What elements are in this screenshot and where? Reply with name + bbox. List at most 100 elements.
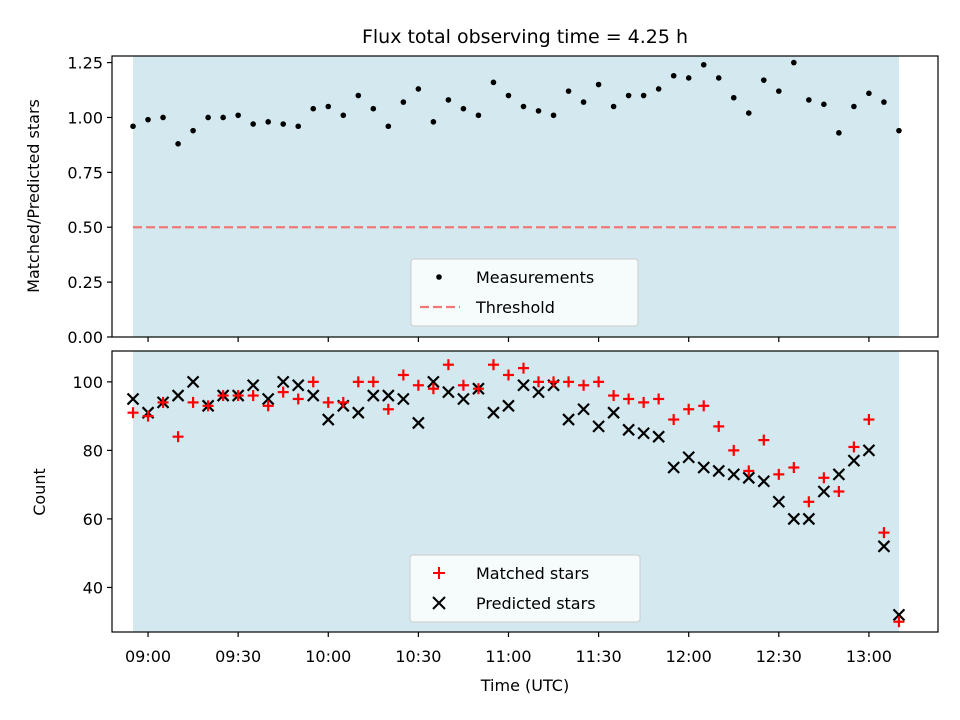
matched-point	[818, 472, 830, 484]
predicted-point	[817, 485, 831, 498]
predicted-point-stroke	[637, 426, 650, 440]
predicted-point	[502, 399, 515, 413]
matched-point	[803, 496, 815, 508]
predicted-point	[697, 461, 710, 474]
predicted-point-stroke	[802, 512, 816, 526]
top-legend-frame	[410, 258, 639, 327]
predicted-point-stroke	[517, 378, 530, 392]
predicted-point	[622, 423, 635, 437]
measurement-point	[715, 75, 722, 81]
measurement-point	[580, 99, 587, 105]
predicted-point-stroke	[412, 416, 425, 430]
predicted-point	[757, 474, 771, 488]
matched-point	[593, 376, 605, 388]
measurement-point	[145, 116, 151, 123]
measurement-point	[745, 110, 752, 116]
predicted-point-stroke	[697, 461, 710, 474]
measurement-point	[430, 119, 437, 125]
legend-marker-predicted	[432, 596, 446, 610]
x-tick-label: 12:30	[756, 647, 802, 666]
predicted-point	[652, 430, 665, 443]
predicted-point-stroke	[592, 420, 605, 433]
measurement-point	[370, 105, 377, 112]
matched-point	[307, 376, 319, 388]
predicted-point-stroke	[712, 464, 726, 478]
top-y-tick-label: 1.00	[67, 108, 103, 127]
matched-point	[292, 393, 304, 405]
predicted-point-stroke	[457, 392, 470, 406]
predicted-point	[126, 392, 140, 406]
predicted-point	[352, 406, 365, 419]
top-y-tick-label: 0.75	[67, 163, 103, 182]
top-y-ticks: 0.00 0.25 0.50 0.75 1.00 1.25	[67, 54, 112, 347]
predicted-point	[742, 471, 756, 485]
measurement-point	[385, 123, 392, 130]
matched-point	[668, 414, 680, 426]
top-legend: Measurements Threshold	[410, 258, 639, 327]
predicted-point	[517, 378, 530, 392]
predicted-point-stroke	[832, 468, 846, 481]
matched-point	[412, 379, 424, 391]
matched-point	[533, 376, 545, 388]
matched-point	[457, 379, 469, 391]
matched-point	[683, 403, 695, 415]
measurement-point	[265, 119, 271, 125]
predicted-point-stroke	[562, 413, 575, 426]
predicted-point	[802, 512, 816, 526]
bottom-marks	[126, 359, 906, 628]
matched-point	[262, 400, 274, 412]
predicted-point	[321, 413, 335, 426]
matched-point	[127, 407, 139, 419]
measurement-point	[730, 94, 737, 101]
predicted-point-stroke	[607, 406, 620, 419]
predicted-point-stroke	[306, 389, 320, 402]
measurement-point	[700, 61, 707, 68]
predicted-point	[877, 540, 891, 553]
predicted-point-stroke	[352, 406, 365, 419]
bottom-panel: 40 60 80 100 09:00 09:30 10:00 10:30 11:00 11:30…	[30, 350, 939, 695]
bottom-x-ticks: 09:00 09:30 10:00 10:30 11:00 11:30 12:00 12:30…	[125, 632, 892, 666]
bottom-axes-frame	[111, 350, 939, 633]
matched-point	[157, 396, 169, 408]
predicted-point-stroke	[291, 378, 305, 392]
matched-point	[397, 369, 409, 381]
predicted-point-stroke	[652, 430, 665, 443]
x-tick-label: 09:30	[215, 647, 261, 666]
predicted-point	[412, 416, 425, 430]
measurement-point	[235, 112, 241, 119]
bottom-y-axis-label: Count	[30, 468, 49, 516]
measurement-point	[685, 75, 692, 81]
measurement-point	[475, 112, 482, 119]
measurement-point	[220, 114, 226, 121]
measurement-point	[851, 103, 857, 110]
predicted-point-stroke	[847, 454, 861, 467]
legend-marker-measurements	[436, 274, 442, 280]
predicted-point-stroke	[622, 423, 635, 437]
measurement-point	[806, 97, 812, 103]
measurement-point	[595, 81, 602, 88]
predicted-point-stroke	[427, 375, 440, 389]
predicted-point-stroke	[321, 413, 335, 426]
matched-point	[788, 462, 800, 474]
matched-point	[833, 486, 845, 497]
predicted-point	[727, 468, 741, 481]
predicted-point-stroke	[877, 540, 891, 553]
predicted-point-stroke	[892, 608, 906, 622]
predicted-point-stroke	[276, 375, 290, 389]
predicted-point-stroke	[382, 389, 395, 402]
predicted-point	[427, 375, 440, 389]
measurement-point	[836, 130, 842, 136]
legend-label-matched: Matched stars	[476, 564, 589, 583]
measurement-point	[490, 79, 497, 86]
matched-point	[502, 369, 514, 381]
predicted-point	[487, 406, 500, 419]
predicted-point-stroke	[502, 399, 515, 413]
measurement-point	[520, 103, 527, 110]
measurement-point	[625, 92, 632, 99]
predicted-point	[261, 392, 275, 406]
measurement-point	[175, 141, 181, 147]
measurement-point	[205, 114, 211, 121]
predicted-point	[291, 378, 305, 392]
matched-point	[758, 434, 770, 446]
